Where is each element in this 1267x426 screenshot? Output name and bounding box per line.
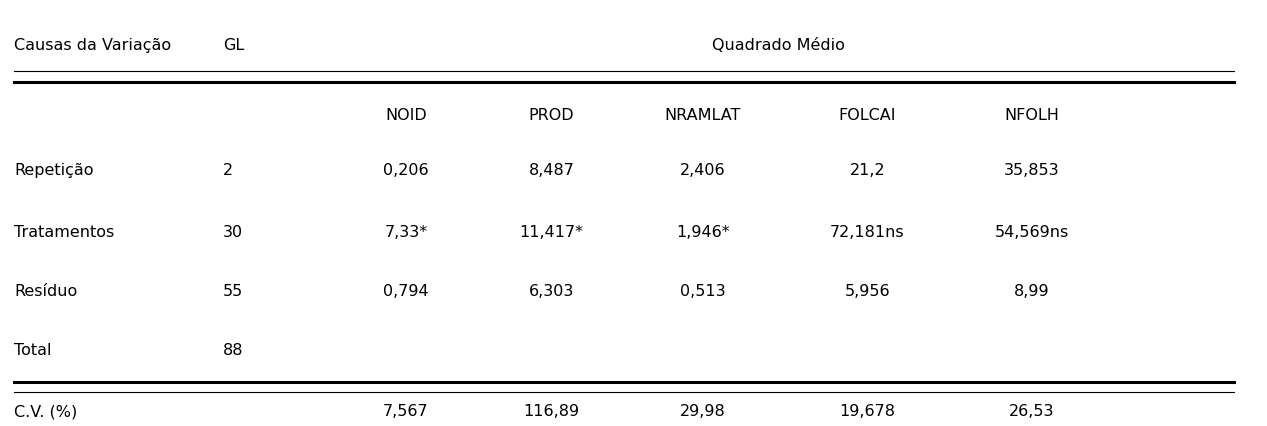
Text: FOLCAI: FOLCAI: [839, 108, 896, 123]
Text: 21,2: 21,2: [850, 163, 886, 178]
Text: PROD: PROD: [528, 108, 574, 123]
Text: 30: 30: [223, 225, 243, 239]
Text: 1,946*: 1,946*: [677, 225, 730, 239]
Text: 72,181ns: 72,181ns: [830, 225, 905, 239]
Text: 8,99: 8,99: [1014, 284, 1049, 299]
Text: 54,569ns: 54,569ns: [995, 225, 1069, 239]
Text: 2,406: 2,406: [680, 163, 726, 178]
Text: 26,53: 26,53: [1009, 404, 1054, 420]
Text: 2: 2: [223, 163, 233, 178]
Text: 35,853: 35,853: [1003, 163, 1059, 178]
Text: NOID: NOID: [385, 108, 427, 123]
Text: Resíduo: Resíduo: [14, 284, 77, 299]
Text: 88: 88: [223, 343, 243, 358]
Text: Total: Total: [14, 343, 52, 358]
Text: 6,303: 6,303: [528, 284, 574, 299]
Text: 0,794: 0,794: [383, 284, 428, 299]
Text: C.V. (%): C.V. (%): [14, 404, 77, 420]
Text: NRAMLAT: NRAMLAT: [665, 108, 741, 123]
Text: 7,567: 7,567: [383, 404, 428, 420]
Text: 29,98: 29,98: [680, 404, 726, 420]
Text: 0,206: 0,206: [383, 163, 428, 178]
Text: Repetição: Repetição: [14, 163, 94, 178]
Text: Causas da Variação: Causas da Variação: [14, 38, 171, 53]
Text: 55: 55: [223, 284, 243, 299]
Text: NFOLH: NFOLH: [1005, 108, 1059, 123]
Text: 0,513: 0,513: [680, 284, 726, 299]
Text: Quadrado Médio: Quadrado Médio: [712, 38, 845, 53]
Text: 8,487: 8,487: [528, 163, 574, 178]
Text: Tratamentos: Tratamentos: [14, 225, 114, 239]
Text: 11,417*: 11,417*: [519, 225, 583, 239]
Text: GL: GL: [223, 38, 243, 53]
Text: 19,678: 19,678: [839, 404, 896, 420]
Text: 5,956: 5,956: [845, 284, 891, 299]
Text: 7,33*: 7,33*: [384, 225, 427, 239]
Text: 116,89: 116,89: [523, 404, 579, 420]
